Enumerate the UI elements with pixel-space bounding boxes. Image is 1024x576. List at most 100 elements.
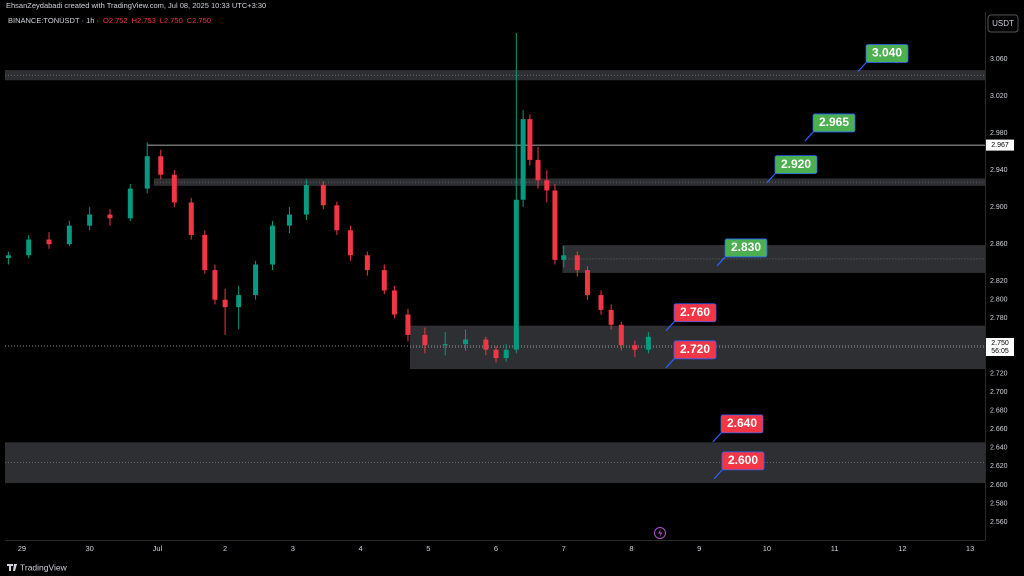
level-text: 2.600 (728, 453, 758, 467)
candle-body (520, 119, 526, 200)
y-tick-label: 2.700 (990, 389, 1008, 396)
x-tick-label: 12 (898, 544, 906, 553)
candle-body (87, 214, 93, 226)
candle-body (26, 239, 32, 256)
x-tick-label: Jul (153, 544, 163, 553)
x-tick-label: 8 (629, 544, 633, 553)
level-box (673, 340, 717, 360)
level-text: 2.830 (731, 240, 761, 254)
x-tick-label: 4 (358, 544, 362, 553)
currency: USDT (992, 19, 1014, 28)
y-tick-label: 2.560 (990, 519, 1008, 526)
level-label: 2.965 (804, 113, 856, 142)
candle-body (171, 174, 177, 203)
candle-body (334, 205, 340, 231)
level-text: 2.965 (819, 115, 849, 129)
ohlc-value: H2.753 (132, 16, 156, 25)
y-tick-label: 2.620 (990, 463, 1008, 470)
level-box (724, 238, 768, 258)
x-tick-label: 13 (966, 544, 974, 553)
candle-body (535, 159, 541, 181)
y-tick-label: 2.660 (990, 426, 1008, 433)
x-tick-label: 29 (18, 544, 26, 553)
candle-body (513, 199, 519, 350)
candle-body (561, 255, 567, 260)
level-text: 2.920 (781, 157, 811, 171)
level-box (720, 414, 764, 434)
level-box (774, 155, 818, 175)
x-tick-label: 5 (426, 544, 430, 553)
x-tick-label: 7 (562, 544, 566, 553)
x-tick-label: 11 (831, 544, 839, 553)
event-icon[interactable] (654, 527, 666, 539)
y-tick-label: 3.020 (990, 93, 1008, 100)
candle-body (618, 324, 624, 346)
x-tick-label: 10 (763, 544, 771, 553)
candle-body (347, 230, 353, 256)
ohlc-value: C2.750 (187, 16, 211, 25)
ohlc-value: L2.750 (160, 16, 183, 25)
countdown: 56:05 (991, 348, 1009, 355)
candle-body (46, 239, 52, 245)
candles (5, 33, 651, 363)
candle-body (544, 180, 550, 191)
level-box (865, 44, 909, 63)
logo-icon (7, 564, 17, 571)
candle-body (303, 184, 309, 215)
candle-body (270, 225, 276, 265)
y-tick-label: 2.640 (990, 445, 1008, 452)
currency-box[interactable] (987, 14, 1019, 33)
level-label: 3.040 (857, 44, 909, 72)
level-label: 2.760 (665, 303, 717, 332)
candle-body (212, 270, 218, 300)
candle-body (236, 295, 242, 308)
level-text: 2.760 (680, 305, 710, 319)
candle-body (632, 345, 638, 350)
level-label: 2.920 (766, 155, 818, 184)
level-label: 2.720 (665, 340, 717, 369)
candle-body (463, 339, 469, 345)
candle-body (422, 334, 428, 346)
y-tick-label: 2.800 (990, 297, 1008, 304)
level-label: 2.600 (713, 451, 765, 480)
candle-body (320, 184, 326, 206)
candle-body (483, 339, 489, 350)
current-price-label: 2.750 (991, 340, 1009, 347)
candle-body (442, 344, 448, 346)
candle-body (405, 314, 411, 335)
zones (5, 70, 986, 484)
candle-body (286, 214, 292, 226)
brand: TradingView (20, 562, 68, 572)
swing-high-tag (986, 139, 1014, 151)
x-tick-label: 2 (223, 544, 227, 553)
swing-high-label: 2.967 (991, 142, 1009, 149)
candle-body (608, 309, 614, 325)
y-tick-label: 2.980 (990, 130, 1008, 137)
candle-body (584, 270, 590, 296)
candle-body (493, 349, 499, 359)
x-tick-label: 3 (291, 544, 295, 553)
candle-body (364, 255, 370, 271)
level-box (721, 451, 765, 471)
candle-body (144, 156, 150, 189)
y-tick-label: 2.780 (990, 315, 1008, 322)
y-tick-label: 2.940 (990, 167, 1008, 174)
y-tick-label: 2.680 (990, 408, 1008, 415)
level-label: 2.830 (716, 238, 768, 267)
y-tick-label: 3.060 (990, 56, 1008, 63)
current-price-tag (986, 338, 1014, 357)
level-box (673, 303, 717, 323)
candle-body (66, 225, 72, 245)
level-text: 3.040 (872, 46, 902, 60)
candle-body (598, 295, 604, 310)
candle-body (391, 290, 397, 315)
candle-body (381, 270, 387, 291)
y-tick-label: 2.600 (990, 482, 1008, 489)
logo: TradingView (7, 562, 68, 572)
candle-body (158, 156, 164, 175)
x-tick-label: 6 (494, 544, 498, 553)
candle-body (5, 255, 11, 259)
x-tick-label: 30 (85, 544, 93, 553)
symbol-title: BINANCE:TONUSDT · 1h · (8, 16, 99, 25)
